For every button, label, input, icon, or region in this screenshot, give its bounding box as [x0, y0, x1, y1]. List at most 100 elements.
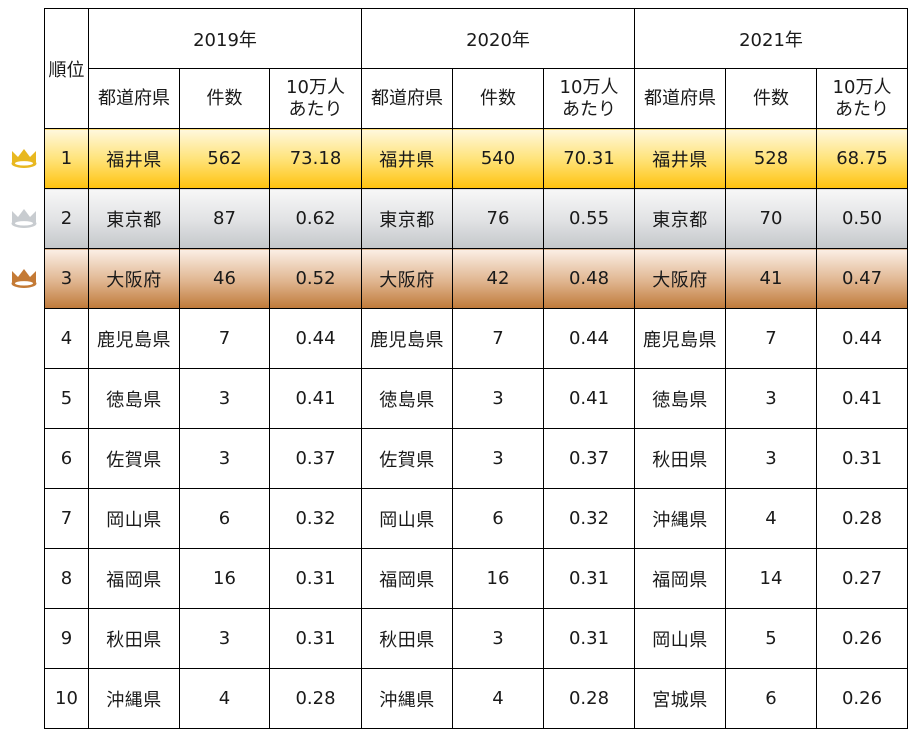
pref-cell: 東京都 — [634, 188, 726, 249]
count-cell: 7 — [725, 308, 817, 369]
rate-header: 10万人 あたり — [543, 68, 635, 129]
rate-cell: 0.31 — [816, 428, 908, 489]
rate-cell: 0.44 — [543, 308, 635, 369]
count-header: 件数 — [179, 68, 270, 129]
pref-cell: 秋田県 — [634, 428, 726, 489]
rate-cell: 0.31 — [543, 548, 635, 609]
table-row: 1 福井県 562 73.18 福井県 540 70.31 福井県 528 68… — [44, 128, 908, 189]
pref-cell: 佐賀県 — [361, 428, 453, 489]
ranking-table: 順位 2019年 2020年 2021年 都道府県 件数 10万人 あたり 都道府… — [44, 8, 908, 729]
count-header: 件数 — [452, 68, 544, 129]
rate-cell: 0.55 — [543, 188, 635, 249]
count-cell: 540 — [452, 128, 544, 189]
pref-cell: 沖縄県 — [634, 488, 726, 549]
pref-cell: 秋田県 — [88, 608, 180, 669]
rate-cell: 0.28 — [269, 668, 362, 729]
rate-cell: 0.31 — [269, 548, 362, 609]
rate-cell: 0.41 — [269, 368, 362, 429]
year-header-2020: 2020年 — [361, 8, 635, 69]
bronze-crown-icon — [11, 269, 37, 288]
rate-cell: 0.31 — [269, 608, 362, 669]
count-cell: 42 — [452, 248, 544, 309]
table-row: 4 鹿児島県 7 0.44 鹿児島県 7 0.44 鹿児島県 7 0.44 — [44, 308, 908, 369]
count-cell: 3 — [452, 428, 544, 489]
count-cell: 5 — [725, 608, 817, 669]
count-cell: 7 — [452, 308, 544, 369]
pref-cell: 岡山県 — [361, 488, 453, 549]
table-row: 5 徳島県 3 0.41 徳島県 3 0.41 徳島県 3 0.41 — [44, 368, 908, 429]
pref-cell: 岡山県 — [88, 488, 180, 549]
rate-header: 10万人 あたり — [816, 68, 908, 129]
count-cell: 4 — [179, 668, 270, 729]
rank-cell: 5 — [44, 368, 89, 429]
count-cell: 76 — [452, 188, 544, 249]
rate-cell: 0.48 — [543, 248, 635, 309]
count-cell: 7 — [179, 308, 270, 369]
rank-cell: 4 — [44, 308, 89, 369]
pref-cell: 鹿児島県 — [361, 308, 453, 369]
pref-header: 都道府県 — [361, 68, 453, 129]
rate-cell: 0.62 — [269, 188, 362, 249]
rate-cell: 0.37 — [543, 428, 635, 489]
pref-cell: 福岡県 — [88, 548, 180, 609]
pref-cell: 宮城県 — [634, 668, 726, 729]
rate-cell: 0.31 — [543, 608, 635, 669]
pref-cell: 鹿児島県 — [634, 308, 726, 369]
count-cell: 6 — [725, 668, 817, 729]
count-cell: 562 — [179, 128, 270, 189]
rank-cell: 9 — [44, 608, 89, 669]
count-header: 件数 — [725, 68, 817, 129]
rate-cell: 73.18 — [269, 128, 362, 189]
table-row: 7 岡山県 6 0.32 岡山県 6 0.32 沖縄県 4 0.28 — [44, 488, 908, 549]
count-cell: 528 — [725, 128, 817, 189]
rate-cell: 0.32 — [543, 488, 635, 549]
pref-cell: 秋田県 — [361, 608, 453, 669]
pref-cell: 福井県 — [361, 128, 453, 189]
pref-cell: 福岡県 — [634, 548, 726, 609]
gold-crown-icon — [11, 149, 37, 168]
rate-header: 10万人 あたり — [269, 68, 362, 129]
pref-cell: 佐賀県 — [88, 428, 180, 489]
pref-header: 都道府県 — [88, 68, 180, 129]
count-cell: 46 — [179, 248, 270, 309]
table-row: 10 沖縄県 4 0.28 沖縄県 4 0.28 宮城県 6 0.26 — [44, 668, 908, 729]
pref-cell: 沖縄県 — [361, 668, 453, 729]
pref-cell: 徳島県 — [634, 368, 726, 429]
pref-cell: 沖縄県 — [88, 668, 180, 729]
count-cell: 3 — [725, 428, 817, 489]
count-cell: 3 — [452, 608, 544, 669]
rate-cell: 0.28 — [816, 488, 908, 549]
pref-cell: 岡山県 — [634, 608, 726, 669]
count-cell: 3 — [179, 428, 270, 489]
rank-cell: 2 — [44, 188, 89, 249]
count-cell: 3 — [725, 368, 817, 429]
rate-cell: 0.26 — [816, 608, 908, 669]
count-cell: 3 — [179, 368, 270, 429]
pref-cell: 福井県 — [634, 128, 726, 189]
rate-cell: 0.41 — [543, 368, 635, 429]
rate-cell: 0.27 — [816, 548, 908, 609]
rate-cell: 68.75 — [816, 128, 908, 189]
rate-cell: 0.37 — [269, 428, 362, 489]
count-cell: 70 — [725, 188, 817, 249]
silver-crown-icon — [11, 209, 37, 228]
rate-cell: 0.52 — [269, 248, 362, 309]
rank-header: 順位 — [44, 8, 89, 129]
rate-cell: 0.44 — [816, 308, 908, 369]
rate-cell: 0.28 — [543, 668, 635, 729]
rate-cell: 0.44 — [269, 308, 362, 369]
rank-cell: 1 — [44, 128, 89, 189]
pref-cell: 東京都 — [88, 188, 180, 249]
pref-cell: 徳島県 — [88, 368, 180, 429]
table-row: 2 東京都 87 0.62 東京都 76 0.55 東京都 70 0.50 — [44, 188, 908, 249]
count-cell: 4 — [725, 488, 817, 549]
year-header-2021: 2021年 — [634, 8, 908, 69]
pref-cell: 鹿児島県 — [88, 308, 180, 369]
rate-cell: 0.26 — [816, 668, 908, 729]
pref-cell: 福井県 — [88, 128, 180, 189]
rate-cell: 70.31 — [543, 128, 635, 189]
pref-cell: 大阪府 — [361, 248, 453, 309]
rate-cell: 0.32 — [269, 488, 362, 549]
pref-cell: 大阪府 — [88, 248, 180, 309]
count-cell: 87 — [179, 188, 270, 249]
